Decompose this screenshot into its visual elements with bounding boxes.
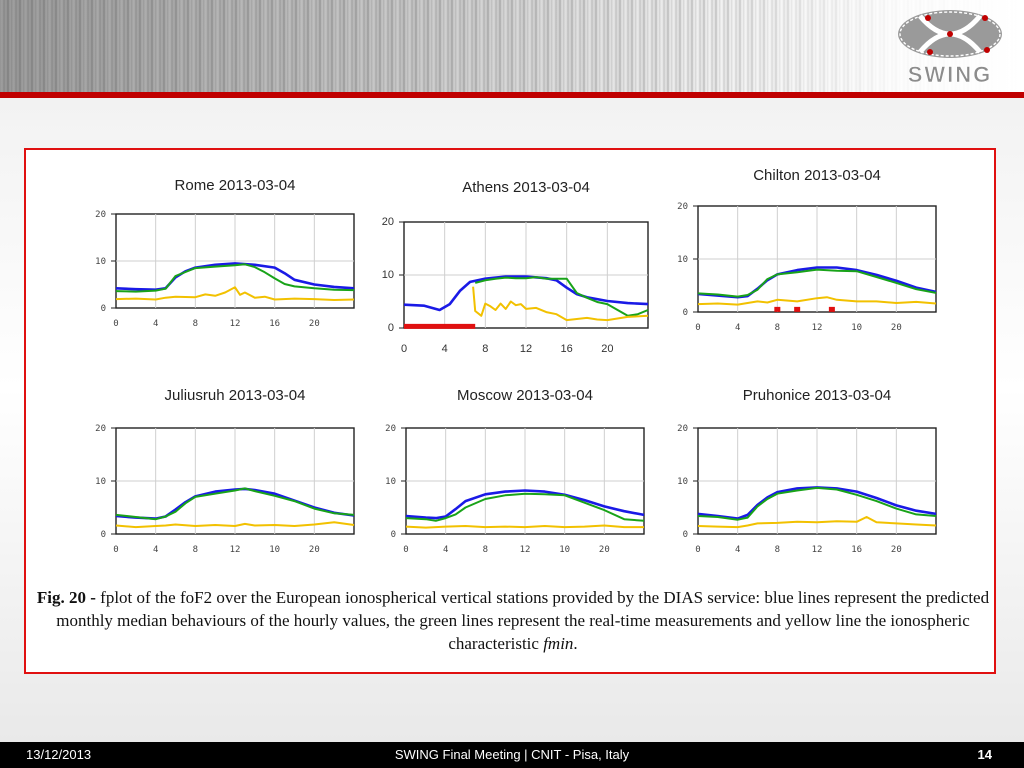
y-tick-label: 10 — [677, 477, 688, 487]
series-fmin — [472, 286, 649, 322]
series-fmin — [405, 524, 644, 529]
y-tick-label: 0 — [101, 530, 106, 540]
chart-title: Moscow 2013-03-04 — [457, 387, 593, 404]
x-tick-label: 4 — [442, 343, 448, 355]
header-gradient — [0, 0, 1024, 92]
footer-title: SWING Final Meeting | CNIT - Pisa, Italy — [394, 747, 630, 762]
x-tick-label: 0 — [403, 545, 408, 555]
x-tick-label: 4 — [153, 319, 158, 329]
logo-wordmark: SWING — [908, 62, 993, 87]
series-median — [403, 275, 649, 312]
chart-title: Juliusruh 2013-03-04 — [165, 387, 306, 404]
x-tick-label: 12 — [230, 545, 241, 555]
x-tick-label: 10 — [269, 545, 280, 555]
series-measured — [405, 492, 645, 522]
swing-logo: SWING — [898, 10, 1002, 87]
x-tick-label: 0 — [695, 323, 700, 333]
x-tick-label: 4 — [443, 545, 448, 555]
x-tick-label: 0 — [401, 343, 407, 355]
series-measured — [115, 263, 355, 293]
y-tick-label: 10 — [95, 257, 106, 267]
x-tick-label: 0 — [113, 545, 118, 555]
chart-title: Pruhonice 2013-03-04 — [743, 387, 891, 404]
y-tick-label: 0 — [683, 530, 688, 540]
x-tick-label: 4 — [735, 545, 740, 555]
series-measured — [697, 486, 937, 521]
page-number: 14 — [977, 747, 992, 762]
chart-title: Rome 2013-03-04 — [175, 177, 296, 194]
y-tick-label: 0 — [101, 304, 106, 314]
series-measured — [697, 268, 937, 298]
series-fmin — [115, 286, 355, 301]
y-tick-label: 20 — [382, 216, 394, 228]
x-tick-label: 20 — [309, 545, 320, 555]
series-fmin — [697, 296, 937, 306]
caption-end: . — [573, 634, 578, 653]
x-tick-label: 20 — [309, 319, 320, 329]
y-tick-label: 10 — [382, 269, 394, 281]
x-tick-label: 12 — [230, 319, 241, 329]
chart-title: Athens 2013-03-04 — [462, 179, 590, 196]
missing-data-marker — [828, 306, 835, 312]
y-tick-label: 0 — [388, 322, 394, 334]
series-median — [405, 489, 645, 520]
y-tick-label: 20 — [677, 424, 688, 434]
x-tick-label: 16 — [561, 343, 573, 355]
footer-bar: 13/12/2013 SWING Final Meeting | CNIT - … — [0, 742, 1024, 768]
missing-data-marker — [794, 306, 801, 312]
x-tick-label: 20 — [601, 343, 613, 355]
series-measured — [115, 487, 355, 521]
x-tick-label: 12 — [520, 545, 531, 555]
x-tick-label: 10 — [559, 545, 570, 555]
x-tick-label: 12 — [812, 545, 823, 555]
chart-title: Chilton 2013-03-04 — [753, 167, 881, 184]
series-fmin — [697, 516, 937, 529]
x-tick-label: 12 — [520, 343, 532, 355]
x-tick-label: 16 — [851, 545, 862, 555]
x-tick-label: 4 — [735, 323, 740, 333]
series-measured — [474, 276, 649, 317]
y-tick-label: 20 — [677, 202, 688, 212]
x-tick-label: 8 — [483, 545, 488, 555]
x-tick-label: 8 — [193, 319, 198, 329]
x-tick-label: 12 — [812, 323, 823, 333]
missing-data-marker — [774, 306, 781, 312]
x-tick-label: 8 — [482, 343, 488, 355]
y-tick-label: 20 — [95, 210, 106, 220]
y-tick-label: 0 — [683, 308, 688, 318]
y-tick-label: 10 — [385, 477, 396, 487]
x-tick-label: 20 — [599, 545, 610, 555]
x-tick-label: 10 — [851, 323, 862, 333]
y-tick-label: 10 — [95, 477, 106, 487]
x-tick-label: 4 — [153, 545, 158, 555]
caption-lead: Fig. 20 - — [36, 588, 96, 607]
footer-date: 13/12/2013 — [26, 747, 92, 762]
series-fmin — [115, 521, 355, 529]
x-tick-label: 0 — [113, 319, 118, 329]
y-tick-label: 20 — [95, 424, 106, 434]
series-median — [697, 486, 937, 520]
y-tick-label: 0 — [391, 530, 396, 540]
figure-caption: Fig. 20 - fplot of the foF2 over the Eur… — [34, 586, 992, 655]
x-tick-label: 8 — [775, 323, 780, 333]
caption-text: fplot of the foF2 over the European iono… — [56, 588, 990, 653]
y-tick-label: 10 — [677, 255, 688, 265]
caption-italic: fmin — [543, 634, 574, 653]
x-tick-label: 8 — [193, 545, 198, 555]
x-tick-label: 0 — [695, 545, 700, 555]
x-tick-label: 8 — [775, 545, 780, 555]
x-tick-label: 16 — [269, 319, 280, 329]
x-tick-label: 20 — [891, 323, 902, 333]
logo-emblem — [898, 10, 1002, 58]
header-accent-line — [0, 92, 1024, 98]
x-tick-label: 20 — [891, 545, 902, 555]
y-tick-label: 20 — [385, 424, 396, 434]
